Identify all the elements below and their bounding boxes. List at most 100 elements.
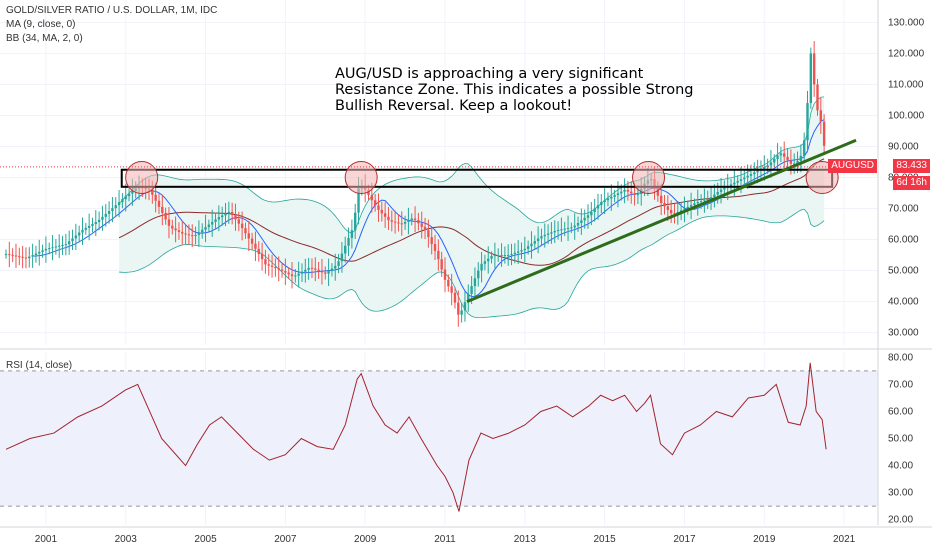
candle-body [606,198,610,201]
candle-body [516,251,520,253]
price-panel [0,0,878,345]
candle-body [802,140,806,156]
candle-body [294,275,297,277]
candle-body [447,279,450,287]
candle-body [566,228,570,230]
indicator-bb: BB (34, MA, 2, 0) [6,33,83,44]
candle-body [357,188,360,213]
candle-body [413,218,417,220]
x-tick-label: 2021 [833,534,856,545]
candle-body [520,250,523,252]
candle-body [4,254,8,256]
candle-body [217,217,221,220]
candle-body [274,266,277,269]
candle-body [154,194,157,201]
candle-body [270,265,274,267]
candle-body [776,155,779,159]
candle-body [796,160,799,164]
candle-body [450,286,453,293]
candle-body [227,211,231,214]
candle-body [151,189,154,195]
candle-body [500,255,503,257]
candle-body [161,206,164,213]
candle-body [280,269,284,271]
x-tick-label: 2011 [434,534,456,545]
candle-body [809,53,813,104]
y-tick-label: 90.000 [888,141,919,152]
candle-body [623,189,626,192]
rsi-tick-label: 50.00 [888,434,913,445]
candle-body [576,222,580,226]
candle-body [526,246,530,249]
rsi-tick-label: 20.00 [888,515,913,526]
candle-body [659,195,663,204]
y-tick-label: 120.000 [888,48,925,59]
rsi-tick-label: 40.00 [888,461,913,472]
candle-body [290,274,294,277]
candle-body [24,257,28,259]
candle-body [443,269,447,280]
candle-body [107,211,111,214]
resistance-touch-circle [632,161,666,194]
candle-body [570,227,573,229]
x-tick-label: 2007 [274,534,297,545]
candle-body [387,216,390,221]
candle-body [709,197,713,200]
candle-body [716,191,719,195]
candle-body [510,254,513,256]
candle-body [380,209,384,214]
candle-body [673,213,676,215]
candle-body [304,269,307,272]
candle-body [310,267,314,269]
candle-body [247,233,250,239]
candle-body [493,255,497,257]
candle-body [397,222,400,224]
candle-body [191,235,194,237]
candle-body [596,205,600,209]
candle-body [44,248,48,251]
candle-body [793,163,796,165]
candle-body [34,253,38,256]
candle-body [563,228,566,230]
y-tick-label: 50.000 [888,266,919,277]
symbol-badge: AUGUSD [828,159,877,173]
candle-body [131,190,134,194]
candle-body [746,175,749,178]
candle-body [11,254,14,256]
candle-body [81,229,84,233]
candle-body [214,219,217,222]
annotation-line-2: Resistance Zone. This indicates a possib… [335,82,694,98]
candle-body [260,254,264,260]
candle-body [440,259,443,270]
candle-body [480,263,483,271]
rsi-tick-label: 60.00 [888,406,913,417]
y-tick-label: 30.000 [888,328,919,339]
candle-body [244,228,247,234]
candle-body [696,201,699,204]
candle-body [317,269,320,272]
candle-body [683,208,686,211]
resistance-touch-circle [125,161,159,194]
candle-body [703,200,706,202]
candle-body [490,256,493,259]
candle-body [723,187,726,190]
candle-body [64,244,68,246]
candle-body [370,195,374,201]
candle-body [420,223,423,227]
candle-body [237,219,241,224]
candle-body [457,302,460,315]
rsi-tick-label: 70.00 [888,379,913,390]
candle-body [600,201,603,206]
candle-body [91,224,94,226]
candle-body [630,191,633,194]
candle-body [586,215,590,218]
candle-body [174,228,177,231]
candle-body [344,245,347,254]
candle-body [204,227,207,230]
candle-body [613,195,616,197]
x-tick-label: 2005 [194,534,217,545]
candle-body [234,215,237,220]
candle-body [207,224,211,228]
candle-body [483,261,487,264]
candle-body [590,211,593,216]
